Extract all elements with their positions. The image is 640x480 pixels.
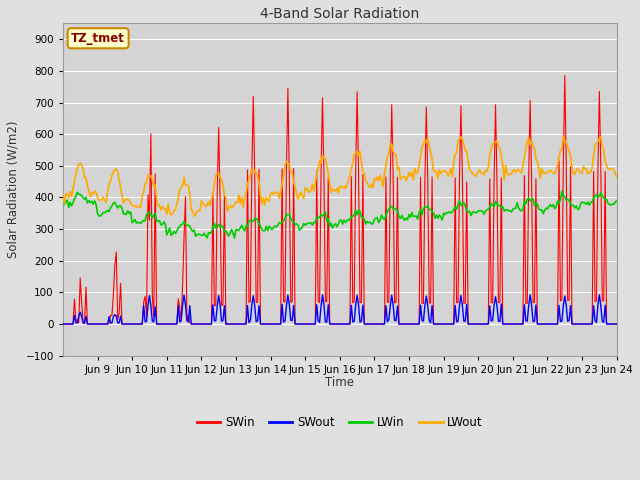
LWout [289,170,296,176]
SWin [108,312,116,318]
LWin [230,235,238,241]
LWout [108,173,116,179]
LWin [353,212,361,217]
SWin [427,300,435,306]
LWin [108,203,116,209]
SWin [352,170,360,176]
SWout [59,321,67,327]
LWin [72,193,80,199]
LWin [558,188,566,194]
SWin [59,321,67,327]
SWout [596,292,604,298]
LWout [72,171,80,177]
LWin [445,209,453,215]
SWin [444,321,452,327]
LWout [445,170,453,176]
SWout [427,320,435,326]
Line: SWin: SWin [63,75,617,324]
Line: LWin: LWin [63,191,617,238]
SWin [72,319,80,324]
LWin [613,198,621,204]
Line: LWout: LWout [63,136,617,216]
LWout [613,174,621,180]
SWout [108,320,116,326]
Title: 4-Band Solar Radiation: 4-Band Solar Radiation [260,7,419,21]
LWout [190,213,198,219]
Legend: SWin, SWout, LWin, LWout: SWin, SWout, LWin, LWout [192,411,488,434]
Y-axis label: Solar Radiation (W/m2): Solar Radiation (W/m2) [7,121,20,258]
SWin [561,72,568,78]
SWout [72,320,80,326]
Line: SWout: SWout [63,295,617,324]
SWin [287,299,294,305]
SWout [352,302,360,308]
LWin [59,197,67,203]
SWout [444,321,452,327]
LWout [353,148,361,154]
LWout [59,192,67,198]
SWout [613,321,621,327]
X-axis label: Time: Time [325,376,355,389]
LWin [289,218,296,224]
SWin [613,321,621,327]
LWout [428,156,436,161]
LWout [559,133,567,139]
LWin [428,209,436,215]
Text: TZ_tmet: TZ_tmet [71,32,125,45]
SWout [287,317,294,323]
